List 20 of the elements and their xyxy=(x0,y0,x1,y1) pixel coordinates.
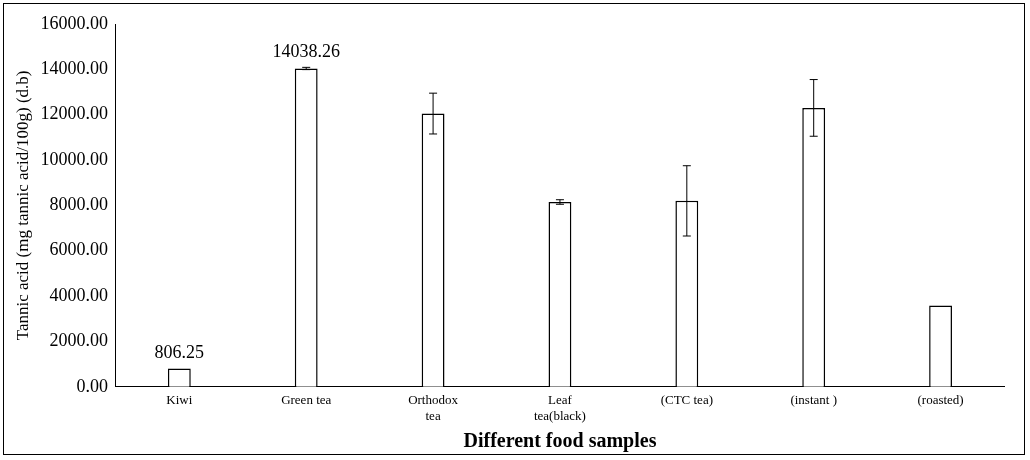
x-tick-label: Orthodox tea xyxy=(408,392,459,423)
y-tick-label: 8000.00 xyxy=(49,194,108,215)
y-tick-label: 10000.00 xyxy=(40,148,108,169)
y-tick-label: 4000.00 xyxy=(49,284,108,305)
y-tick-label: 16000.00 xyxy=(40,12,108,33)
x-axis-title: Different food samples xyxy=(463,429,657,453)
y-tick-label: 6000.00 xyxy=(49,239,108,260)
y-tick-label: 2000.00 xyxy=(49,330,108,351)
x-tick-label: Kiwi xyxy=(166,392,193,408)
y-axis-title: Tannic acid (mg tannic acid/100g) (d.b) xyxy=(12,70,32,341)
x-tick-label: Leaf tea(black) xyxy=(533,392,586,423)
y-tick-label: 0.00 xyxy=(76,375,108,396)
x-tick-label: (roasted) xyxy=(917,392,964,408)
x-tick-label: (instant ) xyxy=(790,392,837,408)
x-tick-label: Green tea xyxy=(281,392,332,408)
data-label: 14038.26 xyxy=(272,41,340,62)
x-tick-label: (CTC tea) xyxy=(660,392,713,408)
y-tick-label: 14000.00 xyxy=(40,58,108,79)
data-label: 806.25 xyxy=(154,342,205,363)
y-tick-label: 12000.00 xyxy=(40,103,108,124)
